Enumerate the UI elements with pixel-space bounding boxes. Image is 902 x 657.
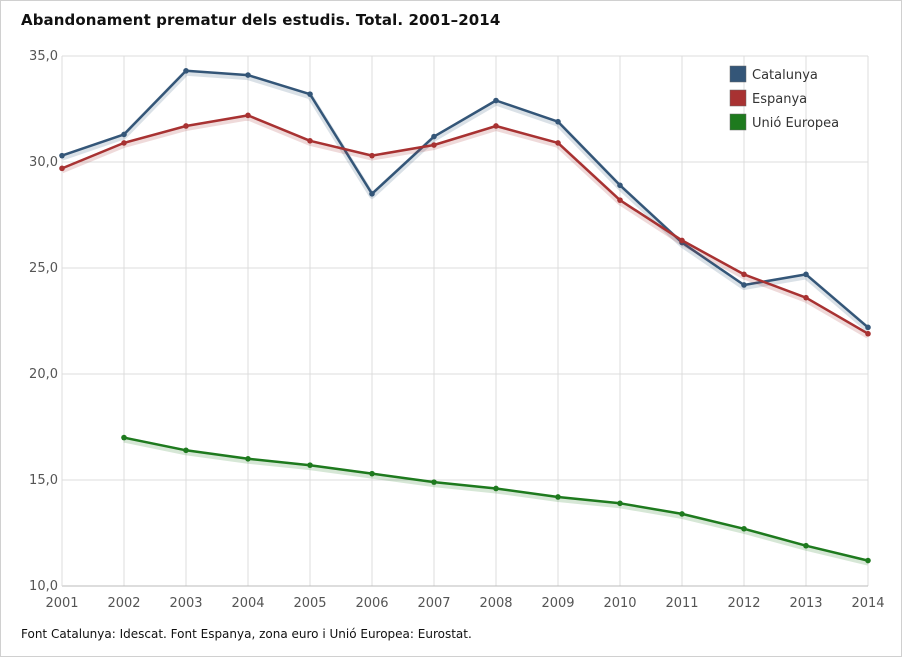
data-point — [183, 447, 189, 454]
x-tick-label: 2014 — [851, 596, 884, 611]
data-point — [121, 131, 127, 138]
data-point — [803, 271, 809, 278]
x-tick-label: 2003 — [169, 596, 202, 611]
data-point — [741, 525, 747, 532]
y-tick-label: 25,0 — [29, 261, 58, 276]
data-point — [493, 97, 499, 104]
data-point — [431, 479, 437, 485]
data-point — [617, 182, 623, 189]
data-point — [865, 330, 871, 337]
legend-label: Unió Europea — [752, 116, 839, 131]
data-point — [245, 72, 251, 78]
data-point — [245, 456, 251, 462]
legend-label: Catalunya — [752, 68, 818, 83]
x-tick-label: 2001 — [45, 596, 78, 611]
data-point — [617, 197, 623, 203]
data-point — [121, 140, 127, 146]
x-tick-label: 2012 — [727, 596, 760, 611]
x-tick-label: 2009 — [541, 596, 574, 611]
legend-swatch — [729, 65, 747, 83]
data-point — [307, 462, 313, 468]
axes: 10,0 15,0 20,0 25,0 30,0 35,0 2001 2002 2003 2004… — [29, 49, 885, 611]
data-point — [803, 542, 809, 549]
x-tick-label: 2010 — [603, 596, 636, 611]
y-tick-label: 30,0 — [29, 155, 58, 170]
data-point — [121, 434, 127, 441]
data-point — [493, 485, 499, 492]
y-tick-label: 20,0 — [29, 367, 58, 382]
data-point — [59, 152, 65, 159]
data-point — [865, 324, 871, 331]
y-tick-label: 10,0 — [29, 579, 58, 594]
data-point — [183, 68, 189, 74]
y-tick-label: 15,0 — [29, 473, 58, 488]
data-point — [555, 140, 561, 146]
data-point — [617, 500, 623, 507]
data-point — [59, 165, 65, 172]
legend: Catalunya Espanya Unió Europea — [729, 65, 839, 131]
data-point — [183, 123, 189, 129]
data-point — [803, 294, 809, 301]
data-point — [369, 152, 375, 159]
series-shadow — [61, 69, 870, 332]
data-point — [555, 494, 561, 500]
data-point — [555, 118, 561, 125]
source-note: Font Catalunya: Idescat. Font Espanya, z… — [21, 627, 472, 641]
series-layer — [59, 68, 871, 566]
data-point — [307, 138, 313, 144]
y-tick-label: 35,0 — [29, 49, 58, 64]
data-point — [431, 133, 437, 140]
series-line — [61, 114, 869, 335]
data-point — [741, 282, 747, 288]
series-line — [61, 69, 869, 329]
grid — [61, 55, 869, 587]
x-tick-label: 2007 — [417, 596, 450, 611]
legend-swatch — [729, 89, 747, 107]
data-point — [369, 191, 375, 197]
data-point — [245, 112, 251, 119]
data-point — [307, 91, 313, 97]
data-point — [865, 557, 871, 564]
data-point — [493, 123, 499, 129]
x-tick-label: 2013 — [789, 596, 822, 611]
data-point — [741, 271, 747, 278]
legend-label: Espanya — [752, 92, 807, 107]
x-tick-label: 2005 — [293, 596, 326, 611]
x-tick-label: 2006 — [355, 596, 388, 611]
x-tick-label: 2011 — [665, 596, 698, 611]
x-tick-label: 2002 — [107, 596, 140, 611]
x-tick-label: 2008 — [479, 596, 512, 611]
x-tick-label: 2004 — [231, 596, 264, 611]
legend-swatch — [729, 113, 747, 131]
data-point — [679, 237, 685, 244]
data-point — [431, 142, 437, 148]
data-point — [679, 511, 685, 517]
chart-title: Abandonament prematur dels estudis. Tota… — [21, 11, 501, 29]
data-point — [369, 470, 375, 477]
series-shadow — [60, 114, 870, 339]
